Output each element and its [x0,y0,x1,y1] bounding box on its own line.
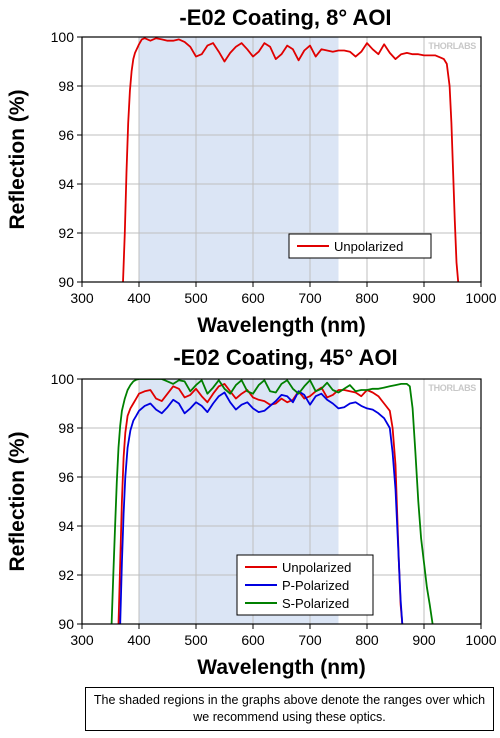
y-tick-label: 96 [58,469,74,485]
series-group [122,37,460,282]
y-tick-label: 98 [58,420,74,436]
series-group [110,379,434,624]
legend-label: Unpolarized [334,239,403,254]
thorlabs-watermark: THORLABS [428,383,476,393]
legend-label: Unpolarized [282,560,351,575]
plot-frame [81,378,482,625]
x-tick-label: 1000 [465,290,496,306]
y-tick-label: 92 [58,567,74,583]
series-line-unpolarized [122,37,460,282]
legend-label: P-Polarized [282,578,349,593]
y-tick-label: 90 [58,274,74,290]
x-tick-label: 600 [241,290,265,306]
y-tick-label: 94 [58,518,74,534]
x-tick-label: 800 [355,632,379,648]
y-axis-label: Reflection (%) [6,89,29,229]
y-tick-label: 92 [58,225,74,241]
x-tick-label: 300 [70,632,94,648]
chart-2: THORLABS 300 400 500 600 700 800 900 1000 90 92 94 9… [6,345,497,679]
x-axis-label: Wavelength (nm) [197,314,365,337]
y-tick-label: 98 [58,78,74,94]
chart-1: THORLABS 300 400 500 600 700 800 900 1000 90 92 94 9… [6,5,497,337]
shaded-regions-note: The shaded regions in the graphs above d… [85,687,494,731]
x-tick-label: 800 [355,290,379,306]
x-tick-label: 300 [70,290,94,306]
chart-title: -E02 Coating, 8° AOI [179,5,391,30]
y-tick-label: 100 [51,29,75,45]
x-tick-label: 700 [298,632,322,648]
y-tick-label: 94 [58,176,74,192]
legend-label: S-Polarized [282,596,349,611]
legend: Unpolarized [288,233,432,259]
x-axis-label: Wavelength (nm) [197,656,365,679]
series-line-s-polarized [110,379,434,624]
x-tick-label: 700 [298,290,322,306]
series-line-p-polarized [119,390,404,624]
x-tick-label: 1000 [465,632,496,648]
x-tick-label: 500 [184,632,208,648]
x-tick-label: 400 [127,290,151,306]
legend: Unpolarized P-Polarized S-Polarized [236,554,374,616]
y-axis-label: Reflection (%) [6,431,29,571]
x-tick-label: 600 [241,632,265,648]
chart-title: -E02 Coating, 45° AOI [173,345,397,370]
x-tick-label: 500 [184,290,208,306]
y-tick-label: 90 [58,616,74,632]
thorlabs-watermark: THORLABS [428,41,476,51]
y-tick-label: 100 [51,371,75,387]
x-tick-label: 900 [412,290,436,306]
y-tick-label: 96 [58,127,74,143]
plot-frame [81,36,482,283]
series-line-unpolarized [117,382,404,624]
x-tick-label: 400 [127,632,151,648]
x-tick-label: 900 [412,632,436,648]
